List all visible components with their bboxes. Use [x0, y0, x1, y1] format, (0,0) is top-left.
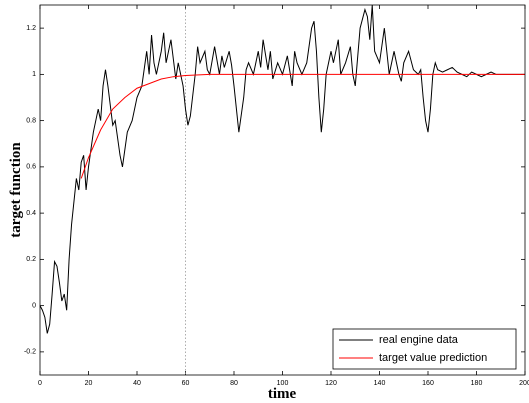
x-tick-label: 80	[230, 380, 238, 387]
y-tick-label: 0	[32, 302, 36, 309]
x-tick-label: 200	[519, 380, 529, 387]
y-tick-label: -0.2	[24, 349, 36, 356]
y-tick-label: 1	[32, 71, 36, 78]
x-tick-label: 140	[374, 380, 386, 387]
x-axis-label: time	[268, 386, 297, 402]
x-tick-label: 60	[182, 380, 190, 387]
x-tick-label: 40	[133, 380, 141, 387]
x-tick-label: 0	[38, 380, 42, 387]
x-tick-label: 100	[277, 380, 289, 387]
y-tick-label: 0.2	[26, 256, 36, 263]
y-axis-label: target function	[8, 142, 24, 238]
x-tick-label: 20	[85, 380, 93, 387]
x-tick-label: 180	[471, 380, 483, 387]
plot-frame	[39, 4, 526, 376]
data-line	[39, 4, 525, 334]
legend-label: target value prediction	[379, 352, 487, 364]
y-tick-label: 0.8	[26, 117, 36, 124]
y-tick-label: 1.2	[26, 25, 36, 32]
x-tick-label: 160	[422, 380, 434, 387]
y-tick-label: 0.4	[26, 210, 36, 217]
legend-box	[332, 328, 517, 370]
data-line	[80, 73, 525, 179]
x-tick-label: 120	[325, 380, 337, 387]
legend-label: real engine data	[379, 334, 459, 346]
y-tick-label: 0.6	[26, 164, 36, 171]
